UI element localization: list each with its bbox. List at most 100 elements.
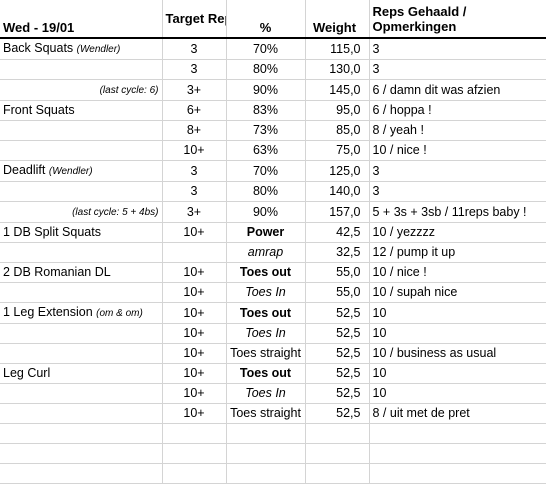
remark-cell[interactable]: 10 / nice ! bbox=[368, 262, 546, 283]
weight-cell[interactable]: 52,5 bbox=[305, 302, 370, 324]
remark-cell[interactable]: 10 bbox=[368, 302, 546, 324]
percent-cell[interactable]: 90% bbox=[226, 79, 306, 101]
remark-cell[interactable]: 5 + 3s + 3sb / 11reps baby ! bbox=[368, 201, 546, 223]
reps-cell[interactable]: 3 bbox=[162, 59, 227, 80]
weight-cell[interactable]: 130,0 bbox=[305, 59, 370, 80]
exercise-cell[interactable]: 1 DB Split Squats bbox=[0, 222, 163, 243]
weight-cell[interactable]: 75,0 bbox=[305, 140, 370, 161]
reps-cell[interactable]: 10+ bbox=[162, 282, 227, 303]
reps-cell[interactable]: 3 bbox=[162, 38, 227, 60]
weight-cell[interactable]: 55,0 bbox=[305, 262, 370, 283]
reps-cell[interactable] bbox=[162, 242, 227, 263]
percent-cell[interactable]: Power bbox=[226, 222, 306, 243]
reps-cell[interactable] bbox=[162, 443, 227, 464]
remark-cell[interactable]: 10 bbox=[368, 323, 546, 344]
weight-cell[interactable]: 85,0 bbox=[305, 120, 370, 141]
reps-cell[interactable]: 10+ bbox=[162, 262, 227, 283]
exercise-cell[interactable]: Front Squats bbox=[0, 100, 163, 121]
weight-cell[interactable] bbox=[305, 423, 370, 444]
exercise-cell[interactable] bbox=[0, 59, 163, 80]
percent-cell[interactable]: Toes straight bbox=[226, 343, 306, 364]
exercise-cell[interactable] bbox=[0, 443, 163, 464]
exercise-cell[interactable]: 1 Leg Extension (om & om) bbox=[0, 302, 163, 324]
remark-cell[interactable]: 10 bbox=[368, 383, 546, 404]
reps-cell[interactable] bbox=[162, 423, 227, 444]
exercise-cell[interactable] bbox=[0, 463, 163, 484]
weight-cell[interactable]: 52,5 bbox=[305, 363, 370, 384]
reps-cell[interactable]: 6+ bbox=[162, 100, 227, 121]
remark-cell[interactable]: 8 / uit met de pret bbox=[368, 403, 546, 424]
remark-cell[interactable]: 8 / yeah ! bbox=[368, 120, 546, 141]
percent-cell[interactable]: Toes out bbox=[226, 262, 306, 283]
percent-cell[interactable]: amrap bbox=[226, 242, 306, 263]
weight-cell[interactable] bbox=[305, 443, 370, 464]
remark-cell[interactable]: 10 / business as usual bbox=[368, 343, 546, 364]
weight-cell[interactable]: 52,5 bbox=[305, 403, 370, 424]
exercise-cell[interactable] bbox=[0, 140, 163, 161]
weight-cell[interactable]: 95,0 bbox=[305, 100, 370, 121]
reps-cell[interactable]: 10+ bbox=[162, 302, 227, 324]
weight-cell[interactable]: 52,5 bbox=[305, 383, 370, 404]
remark-cell[interactable]: 6 / damn dit was afzien bbox=[368, 79, 546, 101]
weight-cell[interactable]: 52,5 bbox=[305, 323, 370, 344]
percent-cell[interactable] bbox=[226, 443, 306, 464]
reps-cell[interactable]: 10+ bbox=[162, 383, 227, 404]
exercise-cell[interactable]: (last cycle: 6) bbox=[0, 79, 163, 101]
exercise-cell[interactable]: Deadlift (Wendler) bbox=[0, 160, 163, 182]
exercise-cell[interactable] bbox=[0, 343, 163, 364]
remark-cell[interactable]: 10 / supah nice bbox=[368, 282, 546, 303]
percent-cell[interactable] bbox=[226, 423, 306, 444]
percent-cell[interactable]: 73% bbox=[226, 120, 306, 141]
reps-cell[interactable]: 3+ bbox=[162, 79, 227, 101]
percent-cell[interactable]: Toes In bbox=[226, 383, 306, 404]
weight-cell[interactable]: 42,5 bbox=[305, 222, 370, 243]
header-target-reps[interactable]: Target Reps bbox=[162, 0, 227, 39]
header-percent[interactable]: % bbox=[226, 0, 306, 39]
percent-cell[interactable]: 63% bbox=[226, 140, 306, 161]
reps-cell[interactable]: 10+ bbox=[162, 363, 227, 384]
weight-cell[interactable]: 55,0 bbox=[305, 282, 370, 303]
exercise-cell[interactable]: Back Squats (Wendler) bbox=[0, 38, 163, 60]
percent-cell[interactable] bbox=[226, 463, 306, 484]
remark-cell[interactable]: 6 / hoppa ! bbox=[368, 100, 546, 121]
percent-cell[interactable]: 80% bbox=[226, 181, 306, 202]
weight-cell[interactable]: 157,0 bbox=[305, 201, 370, 223]
percent-cell[interactable]: Toes out bbox=[226, 363, 306, 384]
reps-cell[interactable]: 10+ bbox=[162, 343, 227, 364]
remark-cell[interactable]: 3 bbox=[368, 181, 546, 202]
weight-cell[interactable]: 140,0 bbox=[305, 181, 370, 202]
weight-cell[interactable]: 32,5 bbox=[305, 242, 370, 263]
reps-cell[interactable]: 10+ bbox=[162, 222, 227, 243]
exercise-cell[interactable] bbox=[0, 282, 163, 303]
remark-cell[interactable] bbox=[368, 423, 546, 444]
weight-cell[interactable]: 115,0 bbox=[305, 38, 370, 60]
percent-cell[interactable]: 83% bbox=[226, 100, 306, 121]
remark-cell[interactable]: 10 bbox=[368, 363, 546, 384]
weight-cell[interactable]: 52,5 bbox=[305, 343, 370, 364]
exercise-cell[interactable]: Leg Curl bbox=[0, 363, 163, 384]
reps-cell[interactable]: 10+ bbox=[162, 403, 227, 424]
percent-cell[interactable]: 70% bbox=[226, 160, 306, 182]
weight-cell[interactable]: 125,0 bbox=[305, 160, 370, 182]
percent-cell[interactable]: Toes In bbox=[226, 282, 306, 303]
exercise-cell[interactable] bbox=[0, 242, 163, 263]
reps-cell[interactable]: 10+ bbox=[162, 323, 227, 344]
percent-cell[interactable]: Toes out bbox=[226, 302, 306, 324]
remark-cell[interactable]: 10 / yezzzz bbox=[368, 222, 546, 243]
percent-cell[interactable]: 80% bbox=[226, 59, 306, 80]
exercise-cell[interactable] bbox=[0, 383, 163, 404]
sheet-title[interactable]: Wed - 19/01 bbox=[0, 0, 163, 39]
percent-cell[interactable]: Toes straight bbox=[226, 403, 306, 424]
percent-cell[interactable]: 90% bbox=[226, 201, 306, 223]
remark-cell[interactable]: 3 bbox=[368, 59, 546, 80]
reps-cell[interactable]: 10+ bbox=[162, 140, 227, 161]
exercise-cell[interactable] bbox=[0, 181, 163, 202]
remark-cell[interactable] bbox=[368, 463, 546, 484]
exercise-cell[interactable] bbox=[0, 323, 163, 344]
remark-cell[interactable]: 3 bbox=[368, 160, 546, 182]
header-weight[interactable]: Weight bbox=[305, 0, 370, 39]
exercise-cell[interactable] bbox=[0, 423, 163, 444]
percent-cell[interactable]: 70% bbox=[226, 38, 306, 60]
exercise-cell[interactable] bbox=[0, 403, 163, 424]
weight-cell[interactable] bbox=[305, 463, 370, 484]
